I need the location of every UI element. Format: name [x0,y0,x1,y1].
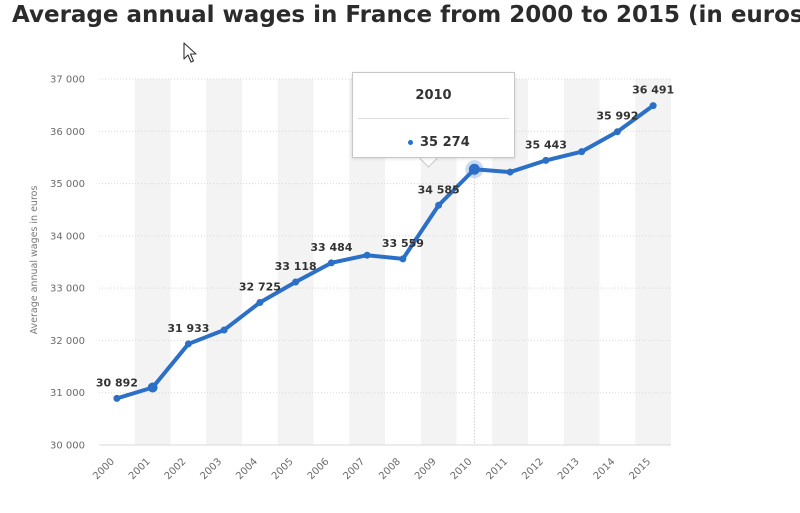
band-2015 [635,79,671,445]
point-2013 [578,148,586,156]
point-2001 [147,382,158,393]
data-label-2002: 31 933 [167,322,209,335]
point-2002 [184,340,192,348]
y-tick-label: 31 000 [50,388,85,399]
data-label-2012: 35 443 [525,138,567,151]
y-tick-label: 37 000 [50,75,85,86]
data-label-2008: 33 559 [382,237,424,250]
series-line [114,103,656,401]
x-axis-ticks: 2000 2001 2002 2003 2004 2005 2006 2007 2008 2009… [91,456,653,482]
y-tick-label: 36 000 [50,127,85,138]
point-2008 [399,255,407,263]
x-tick-label: 2015 [627,456,653,482]
tooltip-bullet-icon [408,140,413,145]
data-label-2000: 30 892 [96,376,138,389]
y-tick-label: 30 000 [50,441,85,452]
data-points [113,102,657,402]
x-tick-label: 2002 [163,456,189,482]
data-label-2005: 33 118 [275,260,317,273]
chart-title: Average annual wages in France from 2000… [12,2,800,28]
x-tick-label: 2009 [413,456,439,482]
point-2009 [435,201,443,209]
x-tick-label: 2004 [234,456,260,482]
point-2003 [220,326,228,334]
point-2004 [256,299,264,307]
data-label-2004: 32 725 [239,281,281,294]
alternating-bands [134,79,671,445]
x-tick-label: 2008 [377,456,403,482]
point-2011 [506,168,514,176]
y-tick-label: 34 000 [50,231,85,242]
point-2007 [363,251,371,259]
x-tick-label: 2013 [556,456,582,482]
x-tick-label: 2005 [270,456,296,482]
x-tick-label: 2000 [91,456,117,482]
tooltip-divider [358,118,509,119]
point-2000 [113,394,121,402]
series-wages [114,103,656,401]
tooltip-value: 35 274 [420,135,470,150]
point-2006 [327,259,335,267]
y-tick-label: 32 000 [50,336,85,347]
data-label-2015: 36 491 [632,84,674,97]
x-tick-label: 2014 [592,456,618,482]
y-tick-label: 33 000 [50,284,85,295]
point-2015 [649,102,657,110]
point-2014 [613,128,621,136]
y-tick-label: 35 000 [50,179,85,190]
y-axis-label: Average annual wages in euros [29,186,40,335]
data-label-2014: 35 992 [596,110,638,123]
mouse-pointer-icon [183,42,197,63]
point-2010 [468,163,480,175]
x-tick-label: 2010 [449,456,475,482]
data-labels: 30 892 31 933 32 725 33 118 33 484 33 559 34 5… [96,84,674,390]
data-label-2006: 33 484 [310,241,352,254]
x-tick-label: 2007 [341,456,367,482]
point-2012 [542,156,550,164]
tooltip: 2010 35 274 [352,72,515,158]
tooltip-value-row: 35 274 [408,135,470,150]
x-tick-label: 2006 [306,456,332,482]
x-tick-label: 2011 [484,456,510,482]
x-tick-label: 2012 [520,456,546,482]
x-tick-label: 2003 [198,456,224,482]
x-tick-label: 2001 [127,456,153,482]
y-axis-ticks: 30 000 31 000 32 000 33 000 34 000 35 000 36 0… [50,75,85,452]
tooltip-year: 2010 [415,88,452,103]
band-2005 [277,79,314,445]
point-2005 [292,278,300,286]
band-2013 [563,79,600,445]
band-2003 [206,79,242,445]
data-label-2009: 34 585 [418,183,460,196]
